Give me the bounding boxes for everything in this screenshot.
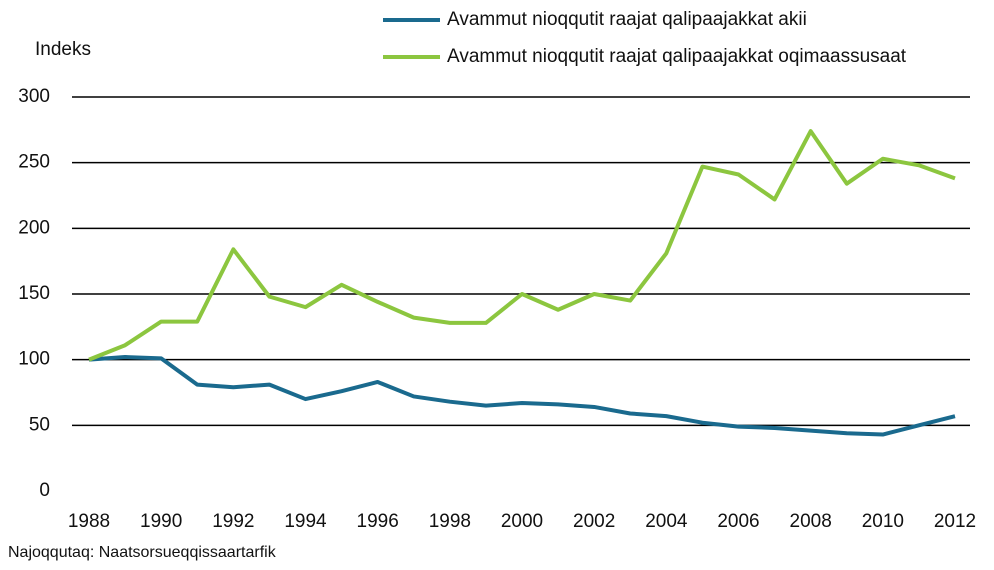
y-tick-label: 250 bbox=[18, 152, 50, 173]
x-tick-label: 2006 bbox=[717, 511, 759, 532]
x-tick-label: 1996 bbox=[357, 511, 399, 532]
x-tick-label: 2004 bbox=[645, 511, 688, 532]
y-tick-label: 100 bbox=[18, 349, 50, 370]
x-tick-label: 2012 bbox=[934, 511, 976, 532]
x-tick-label: 2010 bbox=[862, 511, 904, 532]
legend-label: Avammut nioqqutit raajat qalipaajakkat a… bbox=[447, 9, 807, 30]
y-tick-label: 200 bbox=[18, 217, 50, 238]
x-tick-label: 1990 bbox=[140, 511, 182, 532]
y-tick-label: 50 bbox=[29, 414, 50, 435]
legend-label: Avammut nioqqutit raajat qalipaajakkat o… bbox=[447, 46, 907, 67]
x-tick-label: 1992 bbox=[212, 511, 254, 532]
y-tick-label: 150 bbox=[18, 283, 50, 304]
x-tick-label: 1998 bbox=[429, 511, 471, 532]
source: Najoqqutaq: Naatsorsueqqissaartarfik bbox=[8, 544, 277, 561]
y-axis-label: Indeks bbox=[35, 39, 91, 60]
x-tick-label: 2000 bbox=[501, 511, 543, 532]
series-line bbox=[88, 129, 956, 362]
x-tick-label: 2002 bbox=[573, 511, 615, 532]
x-tick-label: 2008 bbox=[790, 511, 832, 532]
y-tick-label: 0 bbox=[39, 480, 50, 501]
series-line bbox=[88, 355, 956, 437]
y-tick-label: 300 bbox=[18, 86, 50, 107]
x-tick-label: 1994 bbox=[284, 511, 327, 532]
x-tick-label: 1988 bbox=[68, 511, 110, 532]
